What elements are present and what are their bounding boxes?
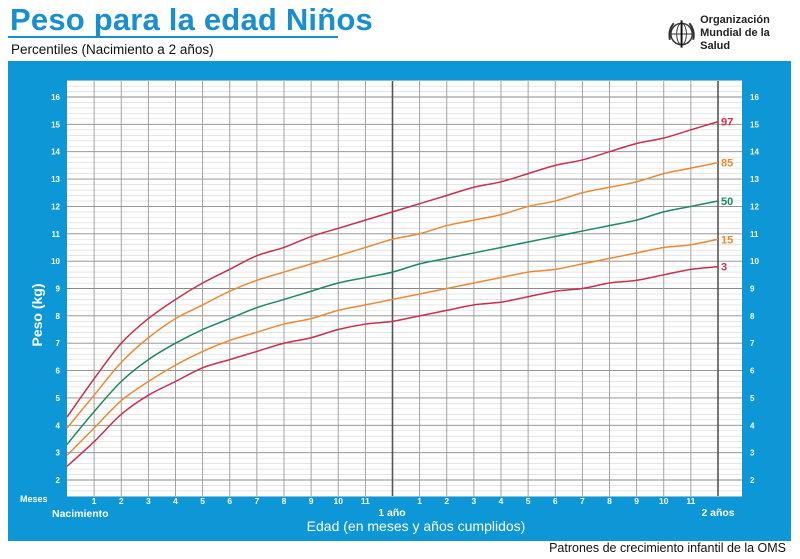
percentile-50-label: 50 (721, 196, 733, 208)
percentile-97-line (66, 120, 719, 418)
percentile-3-label: 3 (721, 262, 727, 274)
x-tick-label: 2 (444, 496, 449, 506)
x-tick-label: 7 (255, 496, 260, 506)
y-tick-label-right: 7 (750, 339, 755, 348)
footer-source: Patrones de crecimiento infantil de la O… (549, 541, 786, 555)
y-tick-label-right: 4 (750, 421, 755, 430)
logo-line-1: Organización (700, 14, 770, 26)
y-tick-label-right: 3 (750, 449, 755, 458)
y-tick-label-left: 9 (56, 285, 61, 294)
x-tick-label: 6 (553, 496, 558, 506)
y-tick-label-right: 16 (750, 93, 759, 102)
x-axis-label: Edad (en meses y años cumplidos) (307, 518, 526, 534)
y-tick-label-right: 15 (750, 120, 759, 129)
series-lines (66, 120, 719, 467)
y-tick-label-left: 3 (56, 449, 61, 458)
percentile-97-label: 97 (721, 117, 733, 129)
page-subtitle: Percentiles (Nacimiento a 2 años) (11, 42, 214, 57)
y-tick-label-left: 4 (56, 421, 61, 430)
title-divider (8, 36, 338, 38)
y-tick-label-right: 9 (750, 285, 755, 294)
y-tick-label-left: 11 (52, 230, 61, 239)
y-tick-label-left: 14 (51, 148, 60, 157)
x-tick-label: 11 (361, 496, 370, 506)
percentile-3-line (66, 265, 719, 467)
y-tick-label-right: 5 (750, 394, 755, 403)
x-tick-label: 2 (119, 496, 124, 506)
x-tick-label: 6 (227, 496, 232, 506)
series-labels: 97 85 50 15 3 (721, 117, 733, 274)
percentile-15-label: 15 (721, 234, 733, 246)
y-tick-label-left: 2 (56, 476, 61, 485)
x-milestone-2-years: 2 años (701, 507, 734, 519)
percentile-15-line (66, 238, 719, 456)
who-emblem-icon (668, 19, 695, 48)
x-milestone-1-year: 1 año (378, 507, 405, 519)
y-tick-label-left: 8 (56, 312, 61, 321)
y-tick-label-left: 7 (56, 339, 61, 348)
x-tick-label: 10 (334, 496, 344, 506)
y-axis-label: Peso (kg) (29, 283, 45, 346)
x-tick-label: 1 (92, 496, 97, 506)
y-tick-label-left: 16 (51, 93, 60, 102)
x-tick-label: 10 (659, 496, 669, 506)
y-tick-label-right: 12 (750, 202, 759, 211)
x-tick-label: 4 (173, 496, 178, 506)
x-tick-label: 1 (417, 496, 422, 506)
y-tick-label-left: 12 (51, 202, 60, 211)
x-tick-label: 9 (634, 496, 639, 506)
logo-line-2: Mundial de la Salud (700, 27, 770, 52)
x-tick-label: 4 (499, 496, 504, 506)
percentile-50-line (66, 200, 719, 445)
y-tick-label-right: 13 (750, 175, 759, 184)
x-tick-label: 3 (146, 496, 151, 506)
who-logo: Organización Mundial de la Salud (666, 14, 800, 53)
x-tick-label: 5 (526, 496, 531, 506)
y-tick-label-right: 8 (750, 312, 755, 321)
x-tick-label: 7 (580, 496, 585, 506)
y-tick-label-left: 6 (56, 367, 61, 376)
x-unit-label: Meses (20, 494, 48, 504)
percentile-85-line (66, 161, 719, 429)
y-ticks-right: 2 3 4 5 6 7 8 9 10 11 12 13 14 15 16 (750, 93, 759, 485)
y-tick-label-left: 5 (56, 394, 61, 403)
y-tick-label-right: 14 (750, 148, 759, 157)
y-tick-label-left: 10 (51, 257, 60, 266)
x-milestone-birth: Nacimiento (52, 508, 109, 520)
x-tick-label: 5 (200, 496, 205, 506)
y-tick-label-right: 10 (750, 257, 759, 266)
x-tick-label: 8 (282, 496, 287, 506)
x-tick-label: 8 (607, 496, 612, 506)
y-ticks-left: 2 3 4 5 6 7 8 9 10 11 12 13 14 15 16 (51, 93, 60, 485)
x-tick-label: 9 (309, 496, 314, 506)
page-title: Peso para la edad Niños (10, 2, 373, 37)
x-tick-label: 3 (472, 496, 477, 506)
percentile-85-label: 85 (721, 158, 733, 170)
y-tick-label-right: 6 (750, 367, 755, 376)
y-tick-label-left: 15 (51, 120, 60, 129)
y-tick-label-left: 13 (51, 175, 60, 184)
x-ticks: 1 2 3 4 5 6 7 8 9 10 11 1 2 3 4 5 6 7 8 9 10 11 (92, 496, 696, 506)
x-tick-label: 11 (686, 496, 695, 506)
y-tick-label-right: 2 (750, 476, 755, 485)
y-tick-label-right: 11 (750, 230, 759, 239)
